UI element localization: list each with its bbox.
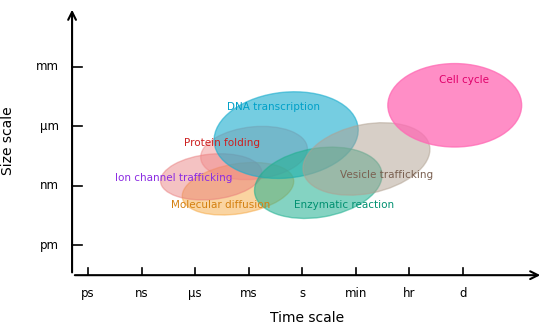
Text: d: d	[459, 287, 466, 300]
Text: hr: hr	[403, 287, 415, 300]
Text: ns: ns	[135, 287, 148, 300]
Text: ms: ms	[240, 287, 257, 300]
Text: μm: μm	[40, 120, 59, 133]
Text: Cell cycle: Cell cycle	[439, 75, 489, 85]
Ellipse shape	[182, 162, 294, 215]
Text: Enzymatic reaction: Enzymatic reaction	[294, 200, 394, 210]
Text: mm: mm	[36, 60, 59, 73]
Text: DNA transcription: DNA transcription	[227, 102, 320, 112]
Ellipse shape	[255, 147, 382, 218]
Ellipse shape	[303, 123, 430, 195]
Text: min: min	[344, 287, 367, 300]
Text: Molecular diffusion: Molecular diffusion	[171, 200, 271, 210]
Text: Time scale: Time scale	[271, 311, 345, 325]
Text: Size scale: Size scale	[1, 107, 15, 175]
Text: Vesicle trafficking: Vesicle trafficking	[340, 170, 433, 180]
Text: Ion channel trafficking: Ion channel trafficking	[115, 173, 232, 183]
Text: ps: ps	[81, 287, 95, 300]
Text: nm: nm	[40, 179, 59, 192]
Ellipse shape	[388, 64, 521, 147]
Text: μs: μs	[188, 287, 202, 300]
Text: pm: pm	[40, 239, 59, 252]
Text: Protein folding: Protein folding	[184, 138, 261, 148]
Text: s: s	[299, 287, 305, 300]
Ellipse shape	[161, 154, 262, 200]
Ellipse shape	[214, 92, 358, 179]
Ellipse shape	[201, 126, 307, 180]
